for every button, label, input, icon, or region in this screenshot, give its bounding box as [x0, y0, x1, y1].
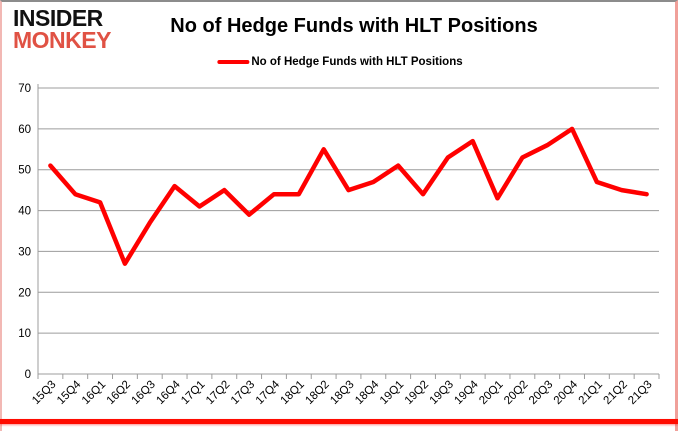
x-tick-label: 20Q4 [552, 378, 581, 407]
logo-line-insider: INSIDER [13, 5, 103, 31]
insider-monkey-logo: INSIDER MONKEY [13, 5, 111, 53]
x-tick-label: 19Q3 [428, 379, 456, 407]
x-tick-label: 21Q1 [577, 379, 605, 407]
y-tick-label: 40 [18, 206, 31, 218]
legend-label: No of Hedge Funds with HLT Positions [251, 56, 463, 68]
x-tick-label: 19Q1 [378, 379, 406, 407]
y-tick-label: 0 [25, 369, 31, 381]
x-tick-label: 18Q1 [279, 379, 307, 407]
y-tick-label: 30 [18, 246, 31, 258]
x-tick-label: 21Q2 [601, 379, 629, 407]
x-tick-label: 16Q4 [154, 378, 183, 407]
x-tick-label: 18Q3 [328, 379, 356, 407]
x-tick-label: 20Q1 [477, 379, 505, 407]
y-tick-label: 10 [18, 328, 31, 340]
x-tick-label: 15Q3 [30, 379, 58, 407]
series-line-hedge-funds [48, 126, 649, 266]
logo-line-monkey: MONKEY [13, 26, 111, 53]
x-tick-label: 19Q4 [452, 378, 481, 407]
y-tick-label: 20 [18, 287, 31, 299]
bottom-red-bar [0, 419, 678, 424]
x-tick-label: 16Q1 [80, 379, 108, 407]
x-tick-label: 18Q2 [303, 379, 331, 407]
legend-line-swatch-icon [217, 60, 250, 64]
x-tick-label: 20Q3 [527, 379, 555, 407]
y-tick-label: 60 [18, 124, 31, 136]
y-tick-label: 70 [18, 83, 31, 95]
x-tick-label: 17Q4 [254, 378, 283, 407]
x-tick-label: 17Q3 [229, 379, 257, 407]
x-tick-label: 21Q3 [626, 379, 654, 407]
chart-title: No of Hedge Funds with HLT Positions [170, 15, 538, 37]
x-tick-label: 17Q1 [179, 379, 207, 407]
x-tick-label: 17Q2 [204, 379, 232, 407]
x-tick-label: 20Q2 [502, 379, 530, 407]
y-tick-label: 50 [18, 165, 31, 177]
x-tick-label: 15Q4 [55, 378, 84, 407]
x-tick-label: 18Q4 [353, 378, 382, 407]
chart-legend: No of Hedge Funds with HLT Positions [217, 56, 463, 68]
x-tick-label: 16Q2 [105, 379, 133, 407]
x-tick-label: 16Q3 [130, 379, 158, 407]
x-tick-label: 19Q2 [403, 379, 431, 407]
